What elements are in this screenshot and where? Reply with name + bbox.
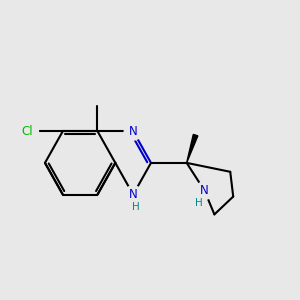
Text: N: N xyxy=(129,188,137,201)
Text: H: H xyxy=(132,202,140,212)
Circle shape xyxy=(124,122,142,140)
Text: N: N xyxy=(129,125,137,138)
Text: H: H xyxy=(195,198,203,208)
Text: N: N xyxy=(200,184,209,197)
Polygon shape xyxy=(187,134,198,163)
Circle shape xyxy=(16,120,38,142)
Circle shape xyxy=(196,182,213,200)
Circle shape xyxy=(124,186,142,203)
Text: Cl: Cl xyxy=(21,125,33,138)
